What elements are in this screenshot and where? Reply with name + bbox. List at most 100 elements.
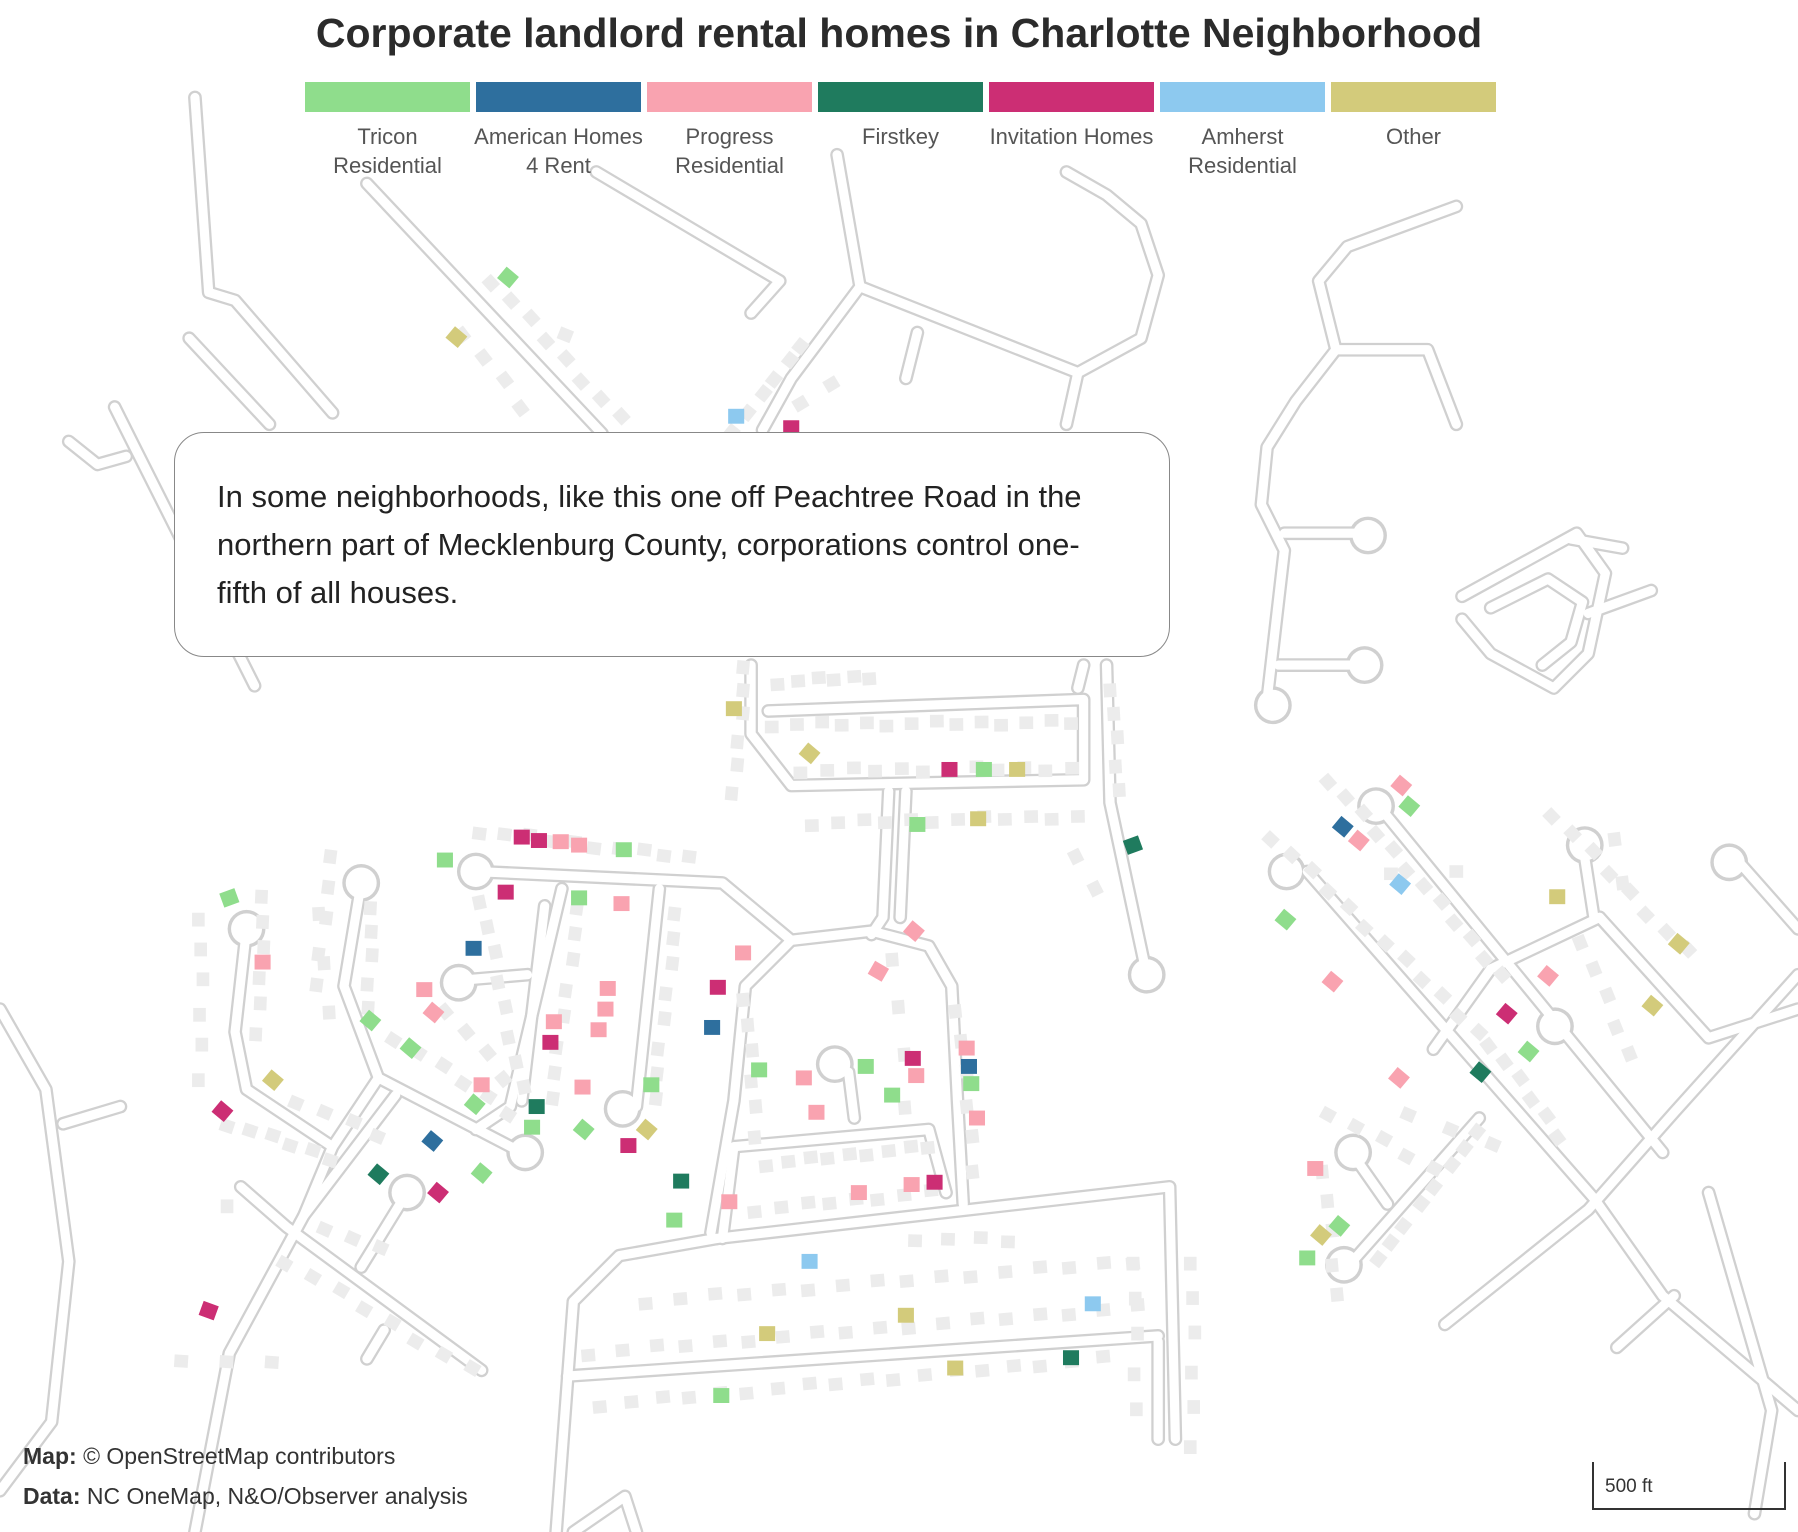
house [780,350,800,370]
house-invitation-homes [941,761,958,777]
house-progress-residential [416,982,433,998]
house-tricon-residential [1398,795,1421,817]
house [309,977,324,993]
house [838,1325,854,1340]
road [717,1142,739,1244]
house [949,718,964,731]
house [736,659,750,675]
house-firstkey [528,1099,545,1115]
house [1412,1194,1431,1214]
house [264,1127,282,1144]
house [1455,1139,1474,1158]
house [859,716,874,730]
cul-de-sac [460,856,492,887]
house [899,1274,915,1289]
house [252,970,266,986]
house [1019,716,1034,730]
house-progress-residential [867,960,890,982]
house [1126,1256,1140,1271]
house [545,1090,560,1107]
house-progress-residential [808,1104,825,1120]
house-other [1667,932,1690,955]
house-tricon-residential [1274,908,1297,931]
road [1612,1291,1679,1352]
house [800,1195,816,1210]
house [965,1128,980,1144]
house-other [798,742,821,765]
house [748,1099,763,1114]
house [1495,1052,1514,1072]
house [364,924,378,939]
house [1636,905,1655,925]
house [1107,706,1121,722]
house [371,1239,390,1257]
house [872,1320,888,1335]
house [658,986,673,1002]
map-credit-label: Map: [23,1443,77,1469]
house [1044,812,1059,826]
road [1254,199,1464,707]
house-tricon-residential [666,1212,683,1228]
house-invitation-homes [211,1100,234,1123]
house [1397,949,1416,969]
house [885,1373,901,1387]
house [511,398,530,418]
house [195,1037,209,1052]
house [1394,1216,1413,1236]
house [1467,1122,1487,1142]
house-tricon-residential [751,1062,768,1078]
house-progress-residential [571,837,588,853]
house [804,819,819,833]
house-other [759,1326,776,1342]
house-progress-residential [422,1001,445,1024]
house [192,912,205,927]
house [1397,1147,1416,1166]
house-tricon-residential [909,817,926,832]
house-progress-residential [735,945,752,961]
house [434,1345,454,1364]
house [1396,861,1416,881]
legend-label-progress: Progress Residential [675,124,784,178]
house [736,682,750,698]
map-title: Corporate landlord rental homes in Charl… [315,10,1483,56]
road [1486,912,1605,974]
house [1432,892,1452,911]
house [623,1395,639,1409]
house [173,1354,189,1368]
house [775,1330,791,1344]
house [1599,986,1617,1005]
cul-de-sac [1337,1136,1369,1168]
house-american-homes-4-rent [465,940,482,956]
legend-item-american-homes: American Homes 4 Rent [473,82,644,180]
house [791,394,810,413]
house [1303,860,1322,880]
house [508,1054,524,1071]
house [1448,1007,1468,1026]
road [1073,660,1089,693]
house-tricon-residential [1299,1250,1316,1266]
house [997,812,1012,826]
house [869,1192,885,1207]
road [299,1090,401,1221]
house [501,291,521,310]
house-invitation-homes [783,420,800,436]
house [791,336,810,356]
house [1412,970,1432,990]
house [304,1141,322,1159]
cul-de-sac [1328,1249,1360,1281]
house [859,1372,875,1387]
house-progress-residential [613,896,630,912]
house [241,1122,259,1139]
house [1103,683,1117,698]
house [740,1017,755,1033]
road [757,150,865,435]
legend-item-other: Other [1328,82,1499,180]
house [1185,1365,1198,1380]
house [1183,1440,1197,1455]
house [820,763,835,777]
house [567,925,583,942]
house-tricon-residential [436,852,453,868]
house [868,764,882,778]
house [924,816,939,830]
